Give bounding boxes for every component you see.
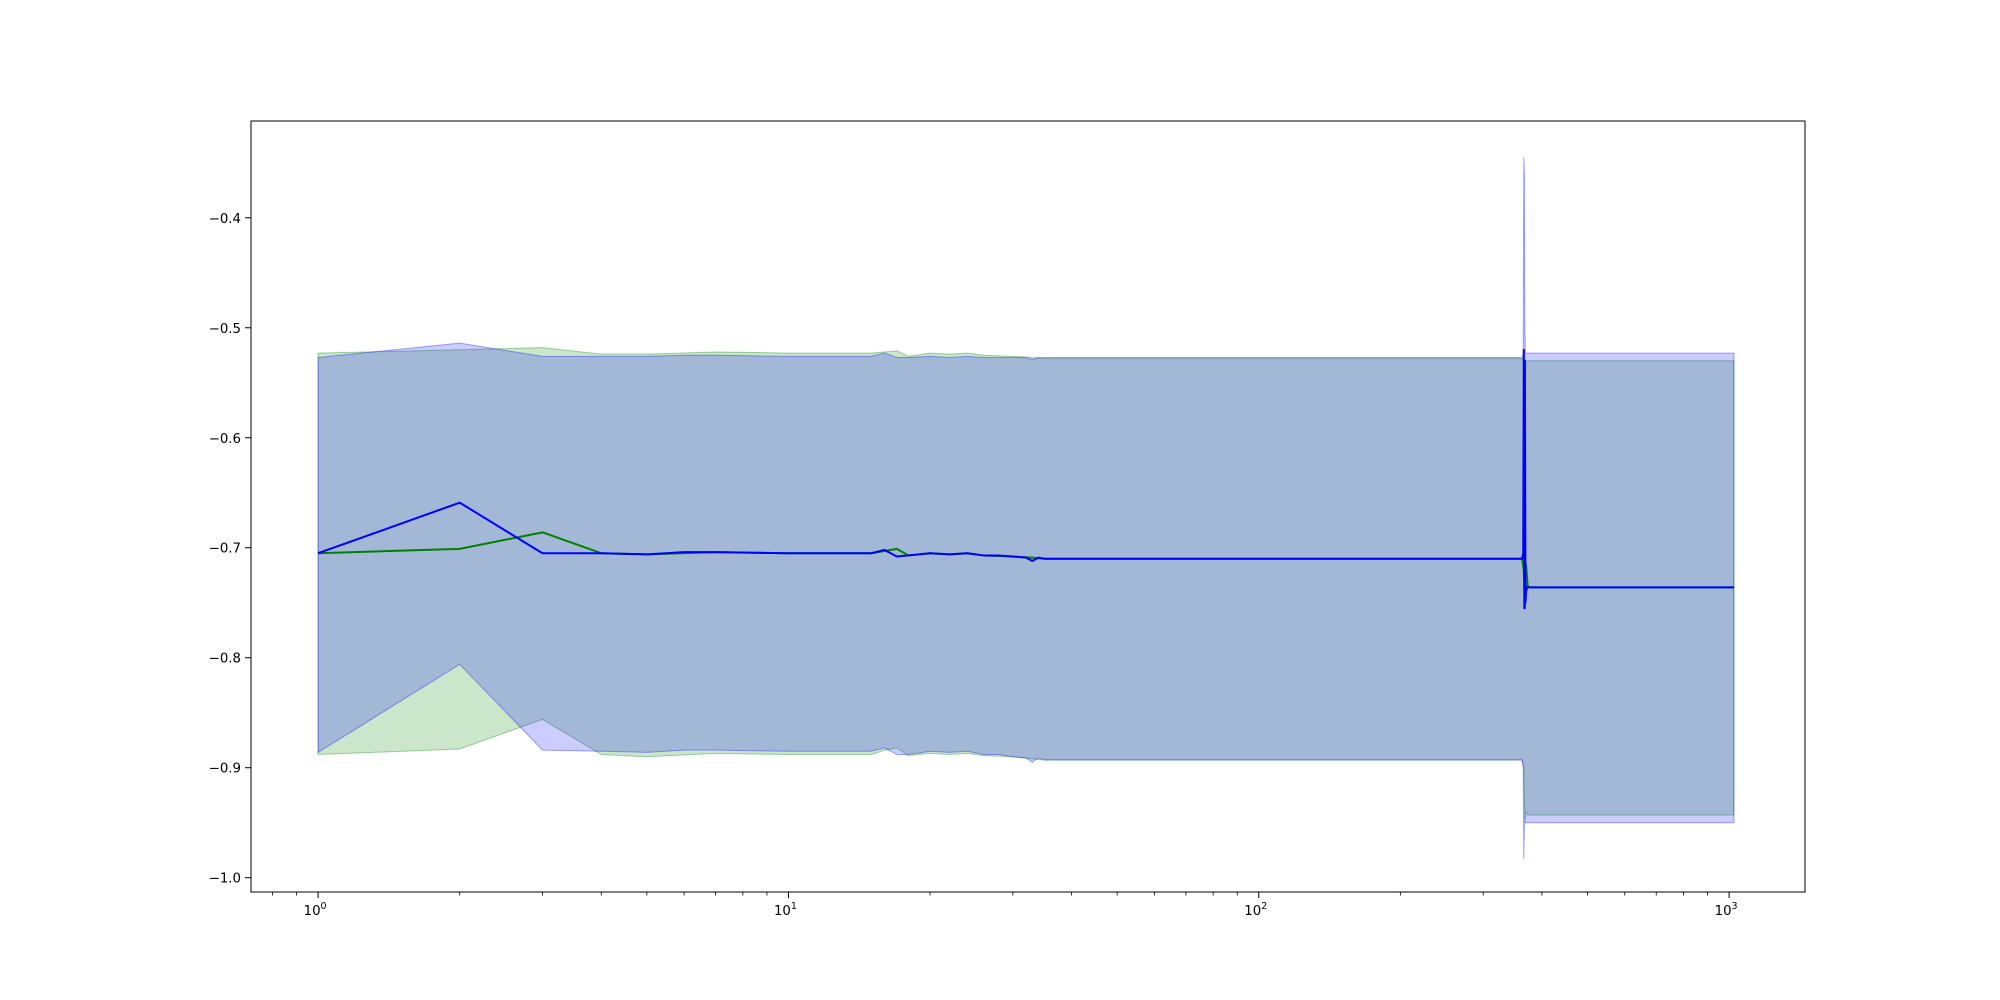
x-tick-label: 101 (774, 901, 797, 919)
x-tick-label-base: 10 (774, 904, 791, 919)
x-tick-label-exponent: 2 (1261, 901, 1267, 912)
x-tick-label-exponent: 3 (1732, 901, 1738, 912)
y-tick-label: −1.0 (209, 872, 241, 887)
bands-layer (317, 157, 1735, 860)
x-tick-label-exponent: 0 (321, 901, 327, 912)
y-tick-label: −0.8 (209, 652, 241, 667)
series-2-line (317, 348, 1734, 610)
x-tick-label-base: 10 (304, 904, 321, 919)
y-axis: −0.4 −0.5 −0.6 −0.7 −0.8 −0.9 −1.0 (209, 212, 251, 887)
series-1-band (317, 347, 1735, 823)
x-tick-label: 103 (1715, 901, 1738, 919)
x-tick-label: 100 (304, 901, 327, 919)
plot-frame (250, 120, 1806, 893)
lines-layer (317, 348, 1734, 610)
x-tick-label-base: 10 (1715, 904, 1732, 919)
y-tick-label: −0.6 (209, 432, 241, 447)
series-2-band (317, 157, 1735, 860)
y-tick-label: −0.4 (209, 212, 241, 227)
y-tick-label: −0.7 (209, 542, 241, 557)
x-tick-label: 102 (1244, 901, 1267, 919)
y-tick-label: −0.9 (209, 762, 241, 777)
x-axis: 100 101 102 103 (272, 892, 1738, 919)
x-tick-label-base: 10 (1244, 904, 1261, 919)
x-tick-label-exponent: 1 (791, 901, 797, 912)
y-tick-label: −0.5 (209, 322, 241, 337)
